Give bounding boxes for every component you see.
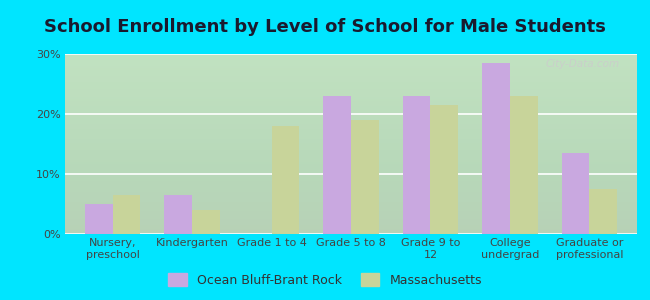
- Legend: Ocean Bluff-Brant Rock, Massachusetts: Ocean Bluff-Brant Rock, Massachusetts: [164, 270, 486, 291]
- Bar: [590, 189, 617, 234]
- Bar: [430, 105, 458, 234]
- Bar: [192, 210, 220, 234]
- Bar: [562, 153, 590, 234]
- Text: School Enrollment by Level of School for Male Students: School Enrollment by Level of School for…: [44, 18, 606, 36]
- Bar: [402, 96, 430, 234]
- Bar: [85, 204, 112, 234]
- Bar: [482, 63, 510, 234]
- Bar: [351, 120, 379, 234]
- Bar: [112, 195, 140, 234]
- Bar: [510, 96, 538, 234]
- Bar: [272, 126, 300, 234]
- Text: City-Data.com: City-Data.com: [546, 59, 620, 69]
- Bar: [164, 195, 192, 234]
- Bar: [323, 96, 351, 234]
